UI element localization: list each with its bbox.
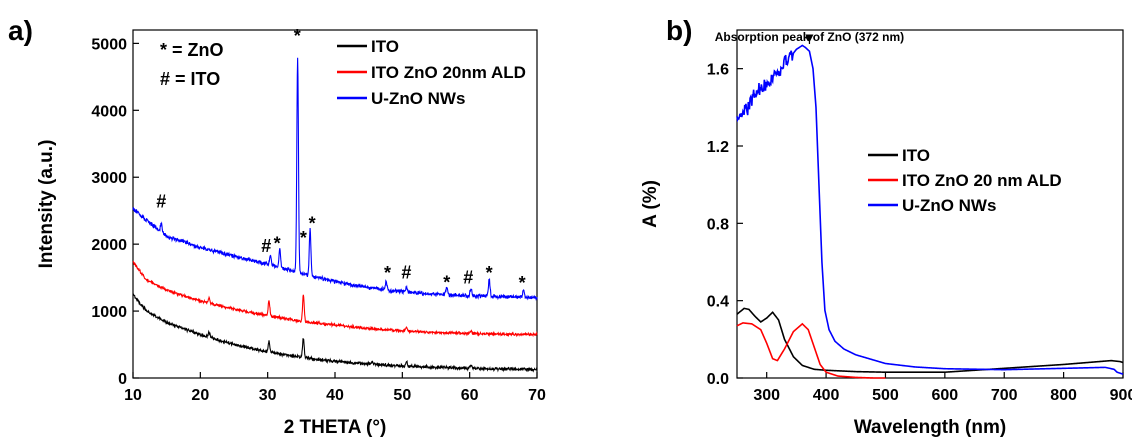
panel-a-label: a)	[8, 15, 33, 46]
panel-a-x-ticks: 10 20 30 40 50 60 70	[124, 372, 546, 404]
panel-a-x-axis-title: 2 THETA (°)	[284, 417, 387, 438]
panel-a-legend: ITO ITO ZnO 20nm ALD U-ZnO NWs	[337, 37, 526, 108]
x-tick-label: 900	[1110, 387, 1132, 404]
panel-b-y-axis-title: A (%)	[640, 180, 661, 228]
panel-b: b) 0.0 0.4 0.8 1.2 1.6 300 400 500 600 700 800 900…	[640, 15, 1132, 438]
y-tick-label: 0.8	[707, 216, 729, 233]
x-tick-label: 600	[931, 387, 958, 404]
legend-label: U-ZnO NWs	[902, 196, 996, 215]
y-tick-label: 1.2	[707, 139, 729, 156]
y-tick-label: 0.0	[707, 371, 729, 388]
y-tick-label: 2000	[91, 237, 127, 254]
peak-marker: #	[156, 191, 166, 211]
peak-marker: #	[261, 236, 271, 256]
x-tick-label: 800	[1050, 387, 1077, 404]
x-tick-label: 10	[124, 387, 142, 404]
panel-b-x-ticks: 300 400 500 600 700 800 900	[753, 372, 1132, 404]
peak-marker: *	[294, 26, 301, 46]
series-line-2	[132, 260, 538, 338]
panel-a-key-zno: * = ZnO	[160, 40, 224, 60]
annotation-text: Absorption peak of ZnO (372 nm)	[715, 30, 904, 44]
peak-marker: #	[463, 268, 473, 288]
panel-a-y-ticks: 0 1000 2000 3000 4000 5000	[91, 36, 139, 388]
series-line-1	[736, 307, 1124, 373]
series-line-3	[736, 44, 1124, 375]
peak-marker: *	[274, 234, 281, 254]
x-tick-label: 70	[528, 387, 546, 404]
peak-marker: *	[443, 272, 450, 292]
y-tick-label: 3000	[91, 170, 127, 187]
legend-label: ITO	[902, 146, 930, 165]
peak-marker: #	[401, 262, 411, 282]
x-tick-label: 400	[813, 387, 840, 404]
panel-b-peak-annotation: Absorption peak of ZnO (372 nm)	[715, 30, 904, 44]
y-tick-label: 0	[118, 371, 127, 388]
y-tick-label: 5000	[91, 36, 127, 53]
panel-b-plot-frame	[736, 29, 1124, 379]
panel-a-y-axis-title: Intensity (a.u.)	[36, 140, 57, 269]
panel-b-x-axis-title: Wavelength (nm)	[854, 417, 1006, 438]
peak-marker: *	[300, 228, 307, 248]
x-tick-label: 40	[326, 387, 344, 404]
x-tick-label: 700	[991, 387, 1018, 404]
panel-b-series	[736, 44, 1124, 379]
panel-a-series	[132, 57, 538, 373]
panel-a-peak-markers: ## ***** #* # **	[156, 26, 525, 293]
series-line-3	[132, 57, 538, 301]
legend-label: ITO ZnO 20nm ALD	[371, 63, 526, 82]
legend-label: ITO	[371, 37, 399, 56]
annotation-arrow-head	[805, 34, 814, 43]
x-tick-label: 20	[191, 387, 209, 404]
y-tick-label: 1.6	[707, 62, 729, 79]
peak-marker: *	[384, 263, 391, 283]
series-line-1	[132, 293, 538, 373]
x-tick-label: 300	[753, 387, 780, 404]
panel-b-label: b)	[666, 15, 692, 46]
y-tick-label: 0.4	[707, 294, 729, 311]
peak-marker: *	[309, 213, 316, 233]
y-tick-label: 1000	[91, 304, 127, 321]
y-tick-label: 4000	[91, 103, 127, 120]
series-line-2	[736, 322, 886, 379]
x-tick-label: 60	[461, 387, 479, 404]
peak-marker: *	[519, 273, 526, 293]
legend-label: U-ZnO NWs	[371, 89, 465, 108]
panel-a-key-ito: # = ITO	[160, 69, 220, 89]
legend-label: ITO ZnO 20 nm ALD	[902, 171, 1062, 190]
panel-b-legend: ITO ITO ZnO 20 nm ALD U-ZnO NWs	[868, 146, 1062, 215]
x-tick-label: 50	[393, 387, 411, 404]
peak-marker: *	[486, 263, 493, 283]
x-tick-label: 500	[872, 387, 899, 404]
x-tick-label: 30	[259, 387, 277, 404]
panel-b-y-ticks: 0.0 0.4 0.8 1.2 1.6	[707, 62, 743, 388]
